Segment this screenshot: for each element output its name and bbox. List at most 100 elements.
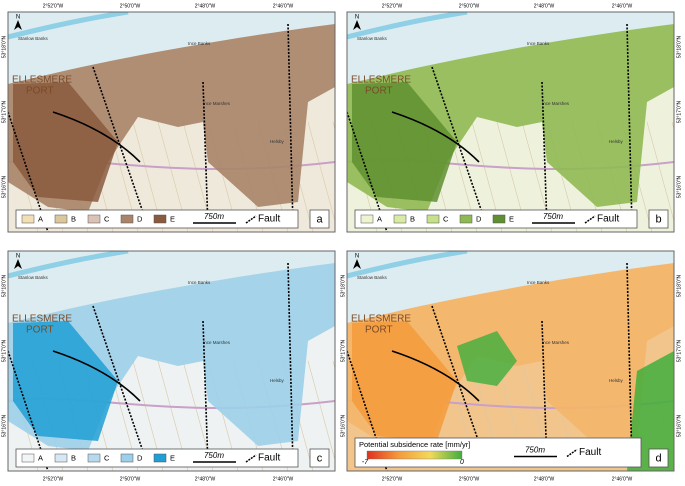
panel-letter-box [309,209,330,229]
north-arrow [14,259,22,269]
road [307,360,335,462]
fault-line [92,66,149,228]
north-label: N [355,254,359,260]
place-label: Ince Marshes [542,340,570,345]
legend-label: D [476,214,482,223]
scale-label: 750m [204,451,224,460]
colorbar-title: Potential subsidence rate [mm/yr] [359,440,470,449]
fault-label: Fault [258,214,280,225]
fault-line [202,81,209,228]
legend-label: A [38,214,43,223]
legend-label: C [443,214,449,223]
legend: Potential subsidence rate [mm/yr] -7 0 750m… [354,437,642,468]
fault-line [391,111,480,163]
place-label: Ince Banks [188,41,211,46]
channel [8,12,129,40]
panel-letter-box [648,448,669,468]
lon-label: 2°48'0"W [534,3,555,9]
lon-label: 2°46'0"W [273,476,294,482]
place-label: Ince Marshes [203,340,231,345]
town-label: PORT [26,325,54,336]
lat-label: 53°16'0"N [1,175,7,198]
lon-label: 2°46'0"W [273,3,294,9]
legend-swatch [153,453,167,463]
panel-letter: c [317,452,323,464]
channel [347,12,468,40]
panel-letter: a [316,213,323,225]
panel-letter: d [655,452,661,464]
legend-label: D [137,214,143,223]
panel-frame [7,250,336,472]
place-label: Ince Banks [527,41,550,46]
fault-line [391,350,480,402]
lat-label: 53°18'0"N [676,274,682,297]
fault-line [52,111,141,163]
channel [347,251,468,279]
lat-label: 53°18'0"N [1,35,7,58]
lon-label: 2°48'0"W [195,476,216,482]
lat-label: 53°18'0"N [340,274,346,297]
lon-label: 2°46'0"W [612,3,633,9]
legend-swatch [459,214,473,224]
legend-label: B [71,453,76,462]
place-label: Helsby [609,378,624,383]
scale-label: 750m [204,212,224,221]
class-area-high [13,321,118,441]
fault-label: Fault [258,453,280,464]
water [347,251,674,323]
lon-label: 2°52'0"W [382,3,403,9]
north-label: N [16,254,20,260]
legend-label: A [377,214,382,223]
fault-label: Fault [597,214,619,225]
place-label: Stanlow Banks [357,36,388,41]
legend: A B C D E 750m Fault [354,209,638,229]
fault-line [52,350,141,402]
panel-frame [7,11,336,233]
legend-swatch [492,214,506,224]
place-label: Ince Banks [527,280,550,285]
place-label: Helsby [270,378,285,383]
legend-swatch [54,214,68,224]
legend-swatch [120,453,134,463]
legend-label: B [71,214,76,223]
legend-swatch [21,453,35,463]
town-label: ELLESMERE [351,75,411,86]
legend-label: C [104,453,110,462]
lat-label: 53°18'0"N [1,274,7,297]
fault-line [541,81,548,228]
north-label: N [355,15,359,21]
stable-area [457,331,517,386]
place-label: Ince Marshes [542,101,570,106]
place-label: Ince Banks [188,280,211,285]
town-label: ELLESMERE [351,314,411,325]
legend-swatch [87,453,101,463]
place-label: Stanlow Banks [18,36,49,41]
water [8,251,335,323]
class-area-high [352,82,457,202]
legend-swatch [21,214,35,224]
lat-label: 53°16'0"N [676,414,682,437]
town-label: PORT [365,86,393,97]
map-content [8,251,335,471]
town-label: PORT [365,325,393,336]
lon-label: 2°48'0"W [195,3,216,9]
legend-swatch [54,453,68,463]
lon-label: 2°48'0"W [534,476,555,482]
legend-swatch [87,214,101,224]
map-content [347,251,674,471]
legend: A B C D E 750m Fault [15,209,299,229]
north-arrow [353,20,361,30]
legend: A B C D E 750m Fault [15,448,299,468]
water [347,12,674,84]
place-label: Stanlow Banks [18,275,49,280]
lat-label: 53°17'0"N [1,339,7,362]
legend-label: B [410,214,415,223]
legend-label: C [104,214,110,223]
lon-label: 2°52'0"W [382,476,403,482]
panel-letter: b [655,213,661,225]
lat-label: 53°16'0"N [676,175,682,198]
fault-line [626,23,633,228]
